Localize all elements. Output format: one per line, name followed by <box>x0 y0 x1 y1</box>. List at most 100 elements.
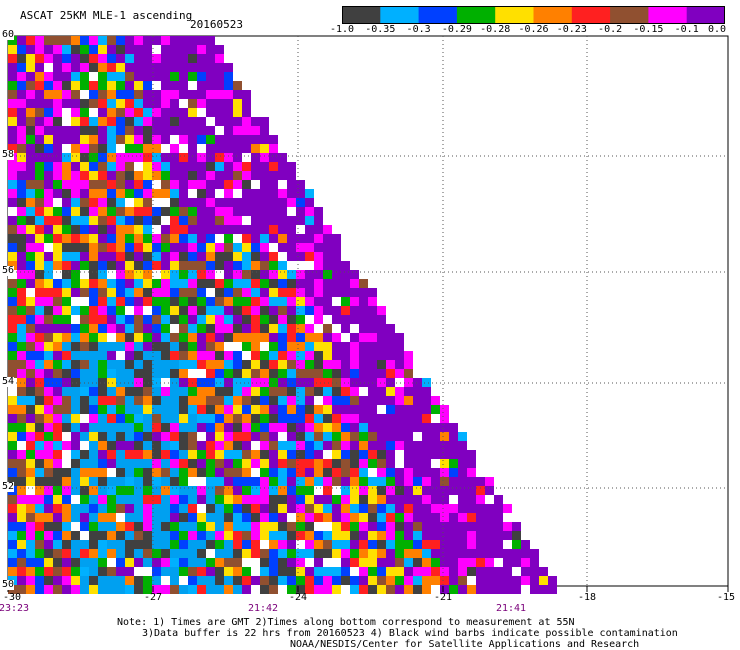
swath-cell <box>8 522 17 531</box>
swath-cell <box>458 486 467 495</box>
swath-cell <box>278 441 287 450</box>
swath-cell <box>359 396 368 405</box>
swath-cell <box>188 297 197 306</box>
swath-cell <box>179 378 188 387</box>
swath-cell <box>8 306 17 315</box>
swath-cell <box>98 360 107 369</box>
swath-cell <box>134 45 143 54</box>
swath-cell <box>170 207 179 216</box>
swath-cell <box>107 342 116 351</box>
swath-cell <box>143 351 152 360</box>
swath-cell <box>404 495 413 504</box>
swath-cell <box>332 585 341 594</box>
swath-cell <box>134 99 143 108</box>
swath-cell <box>269 216 278 225</box>
swath-cell <box>170 270 179 279</box>
swath-cell <box>98 495 107 504</box>
swath-cell <box>269 450 278 459</box>
swath-cell <box>152 540 161 549</box>
swath-cell <box>269 558 278 567</box>
swath-cell <box>224 108 233 117</box>
swath-cell <box>197 405 206 414</box>
swath-cell <box>251 468 260 477</box>
swath-cell <box>17 90 26 99</box>
swath-cell <box>206 144 215 153</box>
swath-cell <box>206 468 215 477</box>
swath-cell <box>17 216 26 225</box>
swath-cell <box>422 540 431 549</box>
swath-cell <box>278 261 287 270</box>
swath-cell <box>116 351 125 360</box>
swath-cell <box>71 198 80 207</box>
swath-cell <box>35 423 44 432</box>
swath-cell <box>62 180 71 189</box>
swath-cell <box>8 288 17 297</box>
swath-cell <box>242 162 251 171</box>
swath-cell <box>143 423 152 432</box>
swath-cell <box>161 585 170 594</box>
swath-cell <box>233 90 242 99</box>
swath-cell <box>269 351 278 360</box>
swath-cell <box>215 432 224 441</box>
swath-cell <box>71 324 80 333</box>
swath-cell <box>278 468 287 477</box>
swath-cell <box>179 306 188 315</box>
swath-cell <box>8 135 17 144</box>
swath-cell <box>53 171 62 180</box>
swath-cell <box>368 333 377 342</box>
swath-cell <box>215 189 224 198</box>
swath-cell <box>179 513 188 522</box>
swath-cell <box>134 261 143 270</box>
swath-cell <box>458 441 467 450</box>
swath-cell <box>287 441 296 450</box>
swath-cell <box>413 486 422 495</box>
swath-cell <box>269 144 278 153</box>
swath-cell <box>8 234 17 243</box>
swath-cell <box>53 477 62 486</box>
swath-cell <box>152 270 161 279</box>
swath-cell <box>170 486 179 495</box>
swath-cell <box>206 234 215 243</box>
swath-cell <box>8 504 17 513</box>
swath-cell <box>269 414 278 423</box>
swath-cell <box>251 342 260 351</box>
swath-cell <box>98 351 107 360</box>
swath-cell <box>53 216 62 225</box>
swath-cell <box>215 495 224 504</box>
swath-cell <box>152 198 161 207</box>
swath-cell <box>242 315 251 324</box>
swath-cell <box>287 171 296 180</box>
colorbar-swatch <box>571 6 611 24</box>
swath-cell <box>161 468 170 477</box>
swath-cell <box>35 171 44 180</box>
swath-cell <box>224 171 233 180</box>
swath-cell <box>404 405 413 414</box>
swath-cell <box>80 387 89 396</box>
swath-cell <box>89 477 98 486</box>
swath-cell <box>341 468 350 477</box>
swath-cell <box>125 207 134 216</box>
swath-cell <box>80 171 89 180</box>
swath-cell <box>170 198 179 207</box>
swath-cell <box>314 369 323 378</box>
swath-cell <box>62 36 71 45</box>
swath-cell <box>440 558 449 567</box>
swath-cell <box>161 63 170 72</box>
swath-cell <box>8 567 17 576</box>
swath-cell <box>287 549 296 558</box>
swath-cell <box>80 216 89 225</box>
swath-cell <box>44 306 53 315</box>
swath-cell <box>251 162 260 171</box>
swath-cell <box>278 450 287 459</box>
swath-cell <box>71 567 80 576</box>
swath-cell <box>107 126 116 135</box>
lon-label-30w: -30 <box>2 592 22 603</box>
swath-cell <box>188 549 197 558</box>
swath-cell <box>89 45 98 54</box>
swath-cell <box>116 279 125 288</box>
swath-cell <box>71 450 80 459</box>
swath-cell <box>341 369 350 378</box>
swath-cell <box>449 495 458 504</box>
swath-cell <box>224 459 233 468</box>
swath-cell <box>269 378 278 387</box>
